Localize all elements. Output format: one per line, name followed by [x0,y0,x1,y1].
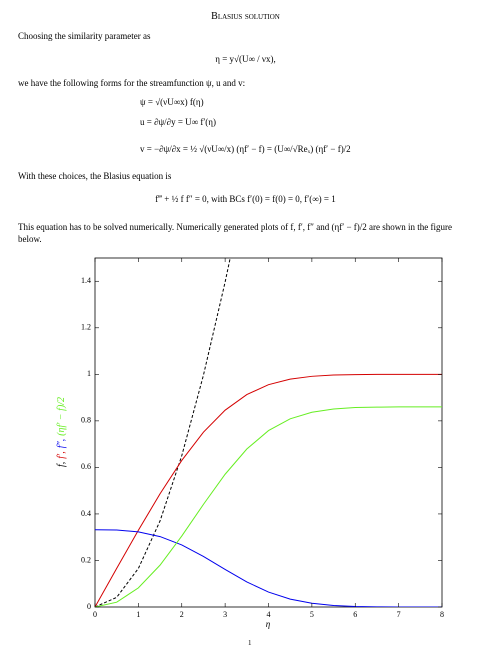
x-tick-label: 8 [440,610,444,619]
paragraph: This equation has to be solved numerical… [18,222,453,244]
y-tick-label: 1 [87,369,91,378]
x-tick-label: 5 [310,610,314,619]
paragraph: we have the following forms for the stre… [18,78,246,88]
y-tick-label: 1.4 [81,276,91,285]
plot-frame [94,257,443,608]
y-tick-label: 0.2 [81,555,91,564]
x-tick-label: 4 [267,610,271,619]
series-line [95,406,442,607]
x-tick-label: 6 [353,610,357,619]
y-label-part: f′, [56,451,67,458]
equation: η = y√(U∞ / νx), [215,54,276,64]
equation: f‴ + ½ f f″ = 0, with BCs f′(0) = f(0) =… [155,194,336,204]
y-tick-label: 1.2 [81,323,91,332]
x-axis-label: η [266,619,271,629]
series-line [95,373,442,607]
x-tick-label: 1 [136,610,140,619]
y-axis-label: f, f′, f″, (ηf′ − f)/2 [56,397,67,467]
x-tick-label: 3 [223,610,227,619]
equation: u = ∂ψ/∂y = U∞ f′(η) [140,117,217,127]
title: Blasius solution [211,11,280,22]
x-tick-label: 0 [93,610,97,619]
equation: ψ = √(νU∞x) f(η) [140,97,204,107]
y-label-part: (ηf′ − f)/2 [56,397,67,436]
series-line [95,529,442,607]
paragraph: With these choices, the Blasius equation… [18,171,172,181]
series-line [95,258,231,607]
y-tick-label: 0 [87,602,91,611]
equation: v = −∂ψ/∂x = ½ √(νU∞/x) (ηf′ − f) = (U∞/… [140,144,351,154]
y-tick-label: 0.6 [81,462,91,471]
paragraph: Choosing the similarity parameter as [18,31,151,41]
y-tick-label: 0.8 [81,416,91,425]
page-number: 1 [248,639,252,647]
x-tick-label: 7 [397,610,401,619]
y-label-part: f″, [56,439,67,448]
x-tick-label: 2 [180,610,184,619]
plot-area [95,258,442,607]
y-label-part: f, [56,462,67,467]
y-tick-label: 0.4 [81,509,91,518]
